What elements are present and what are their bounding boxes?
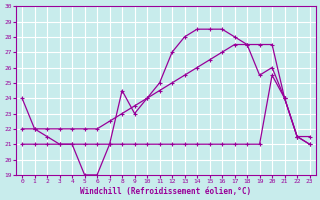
X-axis label: Windchill (Refroidissement éolien,°C): Windchill (Refroidissement éolien,°C): [80, 187, 252, 196]
